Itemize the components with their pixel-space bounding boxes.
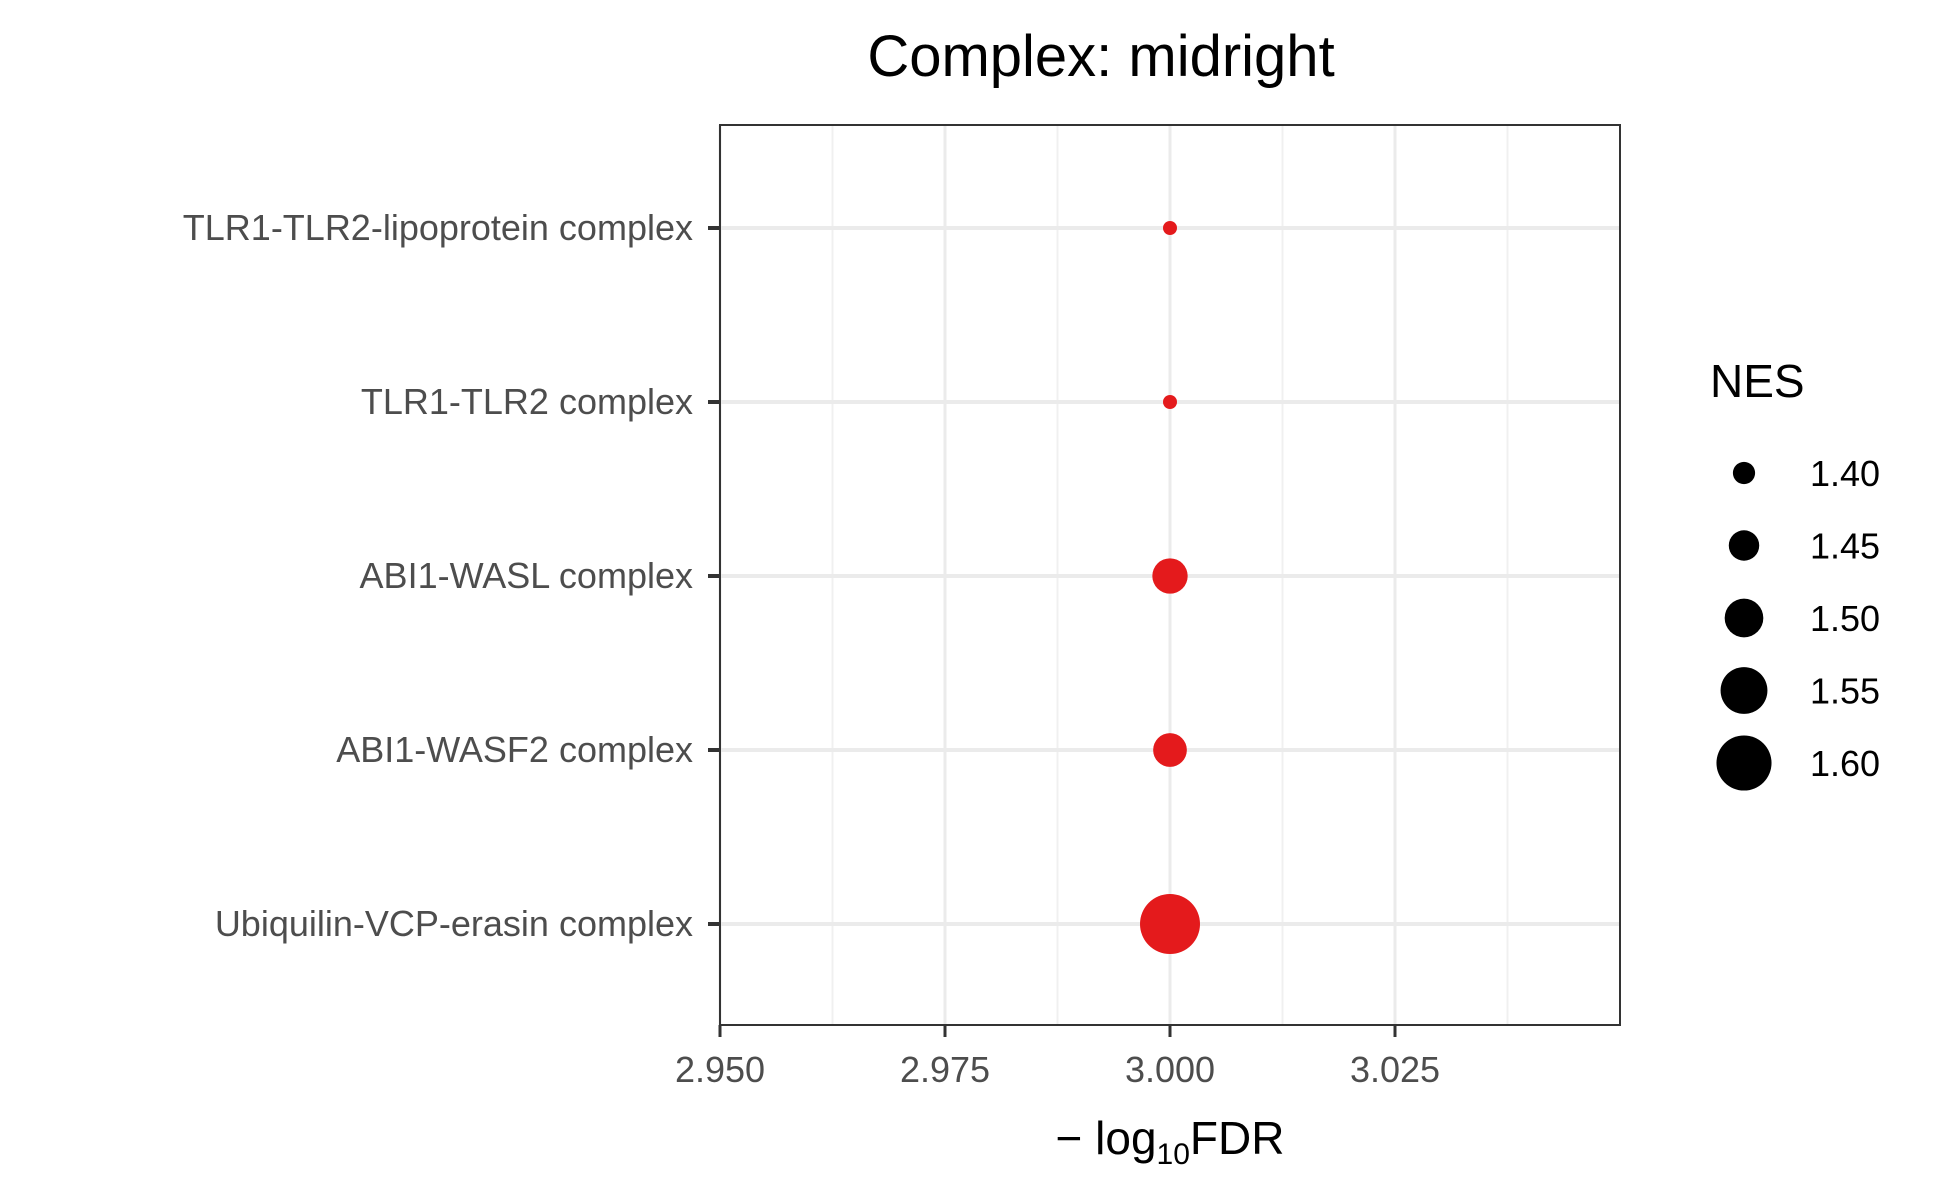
x-tick-label: 3.025 bbox=[1350, 1049, 1440, 1090]
y-tick-label: ABI1-WASF2 complex bbox=[336, 729, 693, 770]
data-point bbox=[1152, 558, 1188, 594]
data-point bbox=[1153, 733, 1187, 767]
y-tick-label: ABI1-WASL complex bbox=[360, 555, 693, 596]
legend-title: NES bbox=[1710, 355, 1805, 407]
data-point bbox=[1163, 395, 1177, 409]
legend-key bbox=[1716, 735, 1772, 791]
points bbox=[1140, 221, 1200, 954]
x-axis-label-prefix: − log bbox=[1056, 1112, 1157, 1164]
x-tick-label: 2.975 bbox=[900, 1049, 990, 1090]
legend-key bbox=[1724, 598, 1764, 638]
data-point bbox=[1140, 894, 1200, 954]
data-point bbox=[1163, 221, 1177, 235]
x-tick-label: 2.950 bbox=[675, 1049, 765, 1090]
legend-key bbox=[1720, 667, 1768, 714]
legend-label: 1.50 bbox=[1810, 598, 1880, 639]
x-tick-label: 3.000 bbox=[1125, 1049, 1215, 1090]
legend-key bbox=[1732, 461, 1756, 485]
legend-label: 1.55 bbox=[1810, 671, 1880, 712]
legend-label: 1.45 bbox=[1810, 526, 1880, 567]
x-axis: 2.950 2.975 3.000 3.025 bbox=[675, 1025, 1440, 1090]
y-tick-label: TLR1-TLR2 complex bbox=[361, 381, 693, 422]
legend: NES 1.40 1.45 1.50 1.55 1.60 bbox=[1710, 355, 1880, 791]
y-axis: TLR1-TLR2-lipoprotein complex TLR1-TLR2 c… bbox=[183, 207, 720, 944]
legend-label: 1.40 bbox=[1810, 453, 1880, 494]
x-axis-label-subscript: 10 bbox=[1157, 1138, 1190, 1171]
y-tick-label: TLR1-TLR2-lipoprotein complex bbox=[183, 207, 693, 248]
chart-title: Complex: midright bbox=[867, 24, 1334, 89]
legend-key bbox=[1728, 530, 1760, 561]
y-tick-label: Ubiquilin-VCP-erasin complex bbox=[215, 903, 693, 944]
x-axis-label-suffix: FDR bbox=[1190, 1112, 1285, 1164]
x-axis-label: − log10FDR bbox=[1056, 1112, 1285, 1171]
legend-label: 1.60 bbox=[1810, 743, 1880, 784]
